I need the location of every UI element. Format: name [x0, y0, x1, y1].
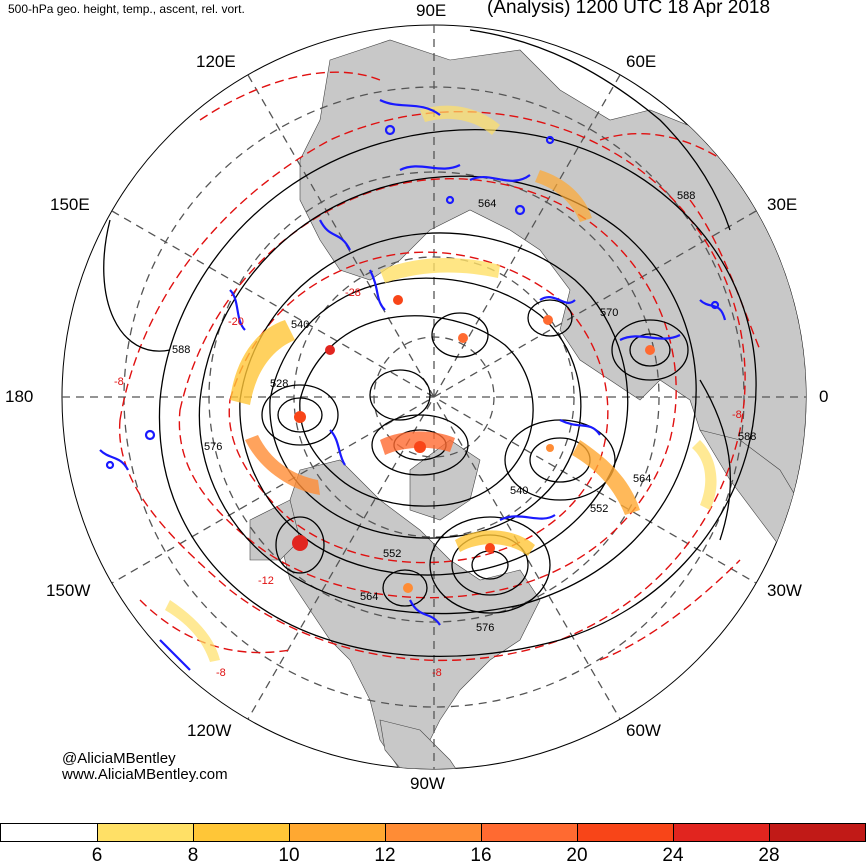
height-label: 576 — [204, 441, 222, 453]
colorbar-segment — [673, 823, 770, 842]
colorbar-tick: 24 — [662, 845, 684, 866]
colorbar-tick: 10 — [278, 845, 300, 866]
height-label: 564 — [360, 591, 378, 603]
temperature-label: -8 — [732, 409, 742, 421]
colorbar-tick: 28 — [758, 845, 780, 866]
longitude-label-120w: 120W — [187, 721, 232, 740]
longitude-label-90e: 90E — [416, 1, 447, 20]
temperature-label: -8 — [114, 376, 124, 388]
colorbar-segment — [577, 823, 674, 842]
colorbar-segment — [0, 823, 98, 842]
height-label: 528 — [270, 378, 288, 390]
land-alaska — [249, 499, 301, 561]
longitude-label-90w: 90W — [410, 774, 445, 793]
colorbar-segment — [769, 823, 866, 842]
colorbar-tick: 8 — [187, 845, 199, 866]
graticule — [62, 25, 806, 769]
height-contours — [103, 29, 757, 658]
land-central-america — [379, 719, 471, 769]
colorbar-tick: 20 — [566, 845, 588, 866]
height-label: 564 — [633, 473, 651, 485]
height-label: 540 — [291, 319, 309, 331]
colorbar-segment — [481, 823, 578, 842]
credit-handle: @AliciaMBentley — [62, 750, 176, 767]
longitude-label-150e: 150E — [50, 195, 90, 214]
height-label: 564 — [478, 198, 496, 210]
colorbar-tick: 12 — [374, 845, 396, 866]
height-label: 588 — [172, 344, 190, 356]
colorbar-segment — [289, 823, 386, 842]
land-masses — [249, 39, 806, 769]
map-title-right: (Analysis) 1200 UTC 18 Apr 2018 — [487, 0, 771, 18]
temperature-label: -28 — [345, 287, 361, 299]
longitude-label-150w: 150W — [46, 581, 91, 600]
ascent-shading — [165, 105, 717, 662]
longitude-label-30w: 30W — [767, 581, 802, 600]
longitude-label-180: 180 — [5, 387, 34, 406]
height-label: 576 — [476, 622, 494, 634]
height-label: 552 — [590, 503, 608, 515]
colorbar-segment — [193, 823, 290, 842]
map-title-left: 500-hPa geo. height, temp., ascent, rel.… — [8, 2, 245, 16]
longitude-label-60e: 60E — [626, 52, 657, 71]
colorbar — [0, 823, 866, 842]
colorbar-tick: 6 — [91, 845, 103, 866]
land-north-america — [279, 459, 541, 769]
longitude-label-30e: 30E — [767, 195, 798, 214]
polar-stereographic-map: 588 588 588 540 540 528 576 576 564 564 … — [61, 24, 807, 770]
temperature-label: -20 — [228, 316, 244, 328]
longitude-label-0: 0 — [819, 387, 829, 406]
height-label: 570 — [600, 307, 618, 319]
colorbar-tick: 16 — [470, 845, 492, 866]
credit-website: www.AliciaMBentley.com — [62, 766, 228, 783]
longitude-label-120e: 120E — [196, 52, 236, 71]
colorbar-segment — [385, 823, 482, 842]
temperature-label: -12 — [258, 575, 274, 587]
vorticity-contours — [99, 99, 727, 671]
height-label: 540 — [510, 485, 528, 497]
longitude-label-60w: 60W — [626, 721, 661, 740]
colorbar-segment — [97, 823, 194, 842]
temperature-label: -8 — [216, 667, 226, 679]
height-label: 588 — [738, 431, 756, 443]
height-label: 588 — [677, 190, 695, 202]
height-label: 552 — [383, 548, 401, 560]
temperature-label: -8 — [432, 667, 442, 679]
